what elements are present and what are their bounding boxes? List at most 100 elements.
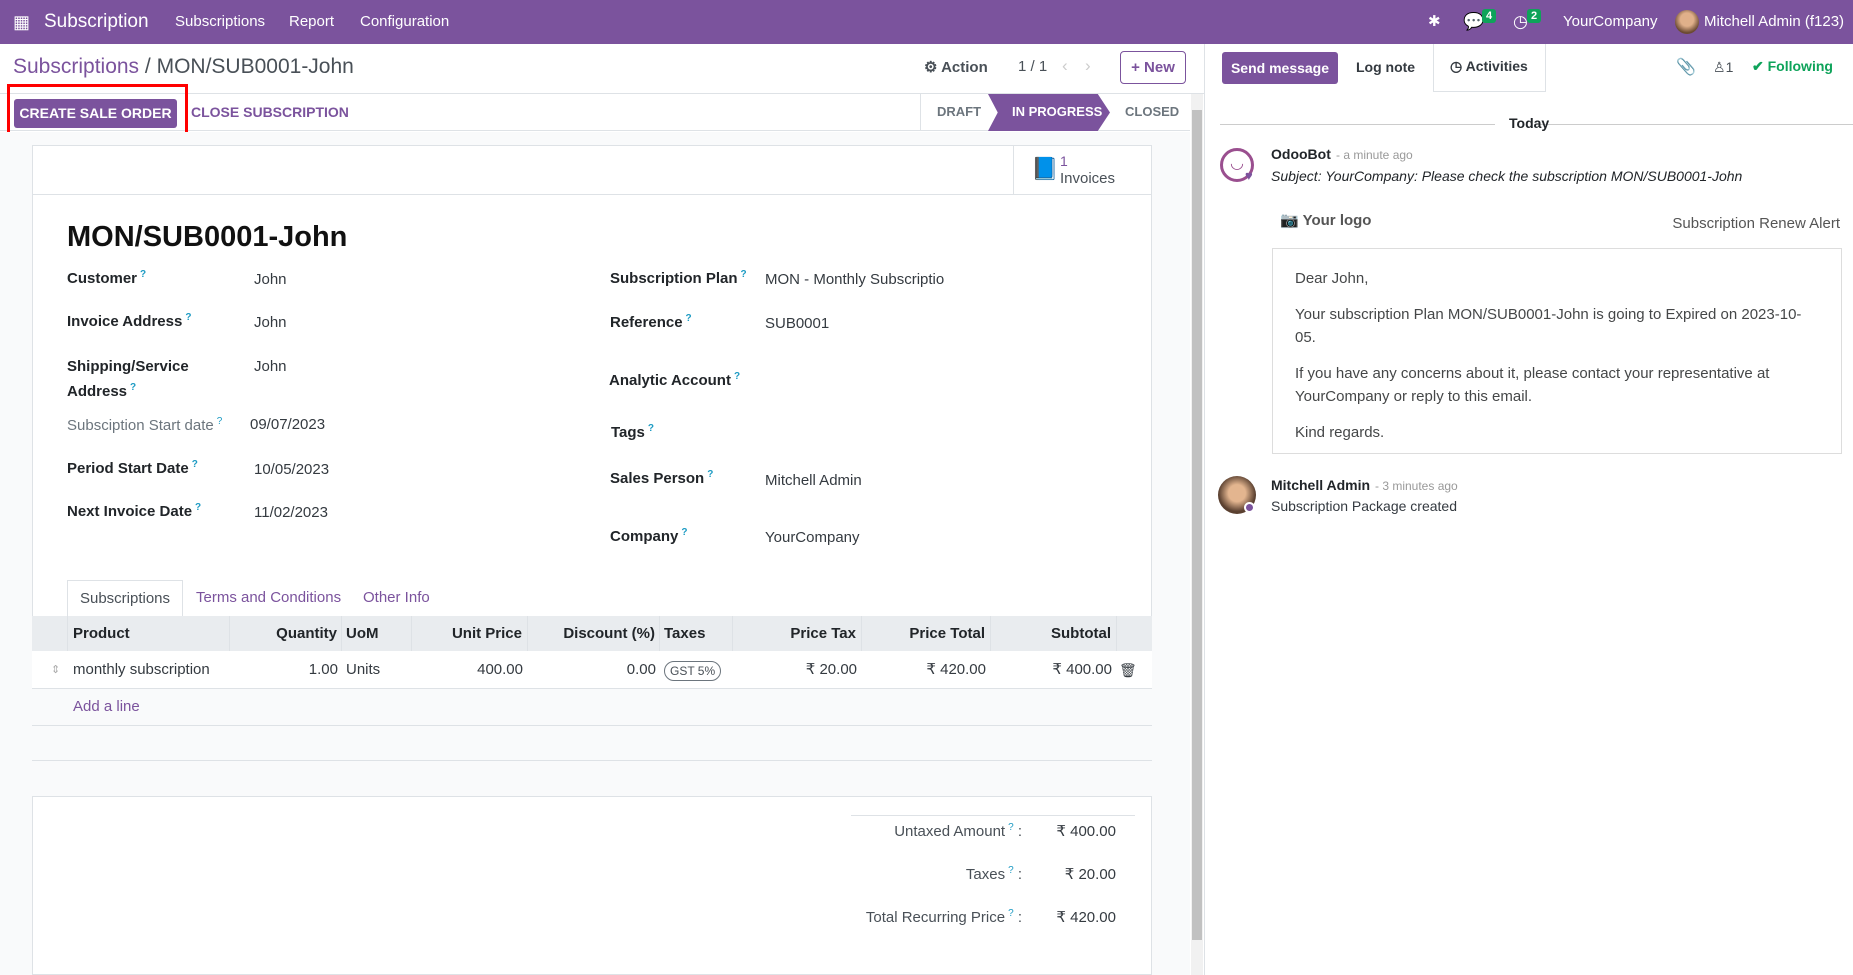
apps-menu-icon[interactable]: ▦ bbox=[13, 12, 31, 32]
gear-icon: ⚙ bbox=[924, 59, 938, 76]
menu-subscriptions[interactable]: Subscriptions bbox=[175, 13, 266, 30]
analytic-account-field[interactable] bbox=[765, 371, 1065, 391]
header-unit-price[interactable]: Unit Price bbox=[412, 616, 528, 651]
new-button[interactable]: + New bbox=[1120, 51, 1186, 84]
pager-next-icon[interactable]: › bbox=[1085, 56, 1091, 75]
cell-uom[interactable]: Units bbox=[346, 661, 381, 678]
header-product[interactable]: Product bbox=[68, 616, 230, 651]
email-paragraph: If you have any concerns about it, pleas… bbox=[1295, 365, 1770, 405]
taxes-label: Taxes? : bbox=[965, 865, 1022, 883]
action-menu[interactable]: ⚙ Action bbox=[924, 58, 988, 76]
followers-button[interactable]: ♙1 bbox=[1713, 59, 1734, 75]
message-time: - a minute ago bbox=[1336, 148, 1413, 162]
invoice-address-field[interactable]: John bbox=[254, 314, 287, 331]
date-divider: Today bbox=[1509, 115, 1550, 131]
send-message-button[interactable]: Send message bbox=[1222, 52, 1338, 84]
user-avatar[interactable] bbox=[1675, 10, 1699, 34]
email-greeting: Dear John, bbox=[1295, 270, 1369, 287]
breadcrumb-current: MON/SUB0001-John bbox=[156, 55, 354, 78]
company-field[interactable]: YourCompany bbox=[765, 529, 860, 546]
totals-divider bbox=[851, 815, 1135, 816]
email-signoff: Kind regards. bbox=[1295, 424, 1385, 441]
close-subscription-button[interactable]: CLOSE SUBSCRIPTION bbox=[191, 104, 349, 120]
invoices-label: Invoices bbox=[1060, 170, 1116, 187]
form-scrollbar[interactable] bbox=[1191, 94, 1203, 975]
book-icon: 📘 bbox=[1031, 156, 1059, 181]
invoice-address-label: Invoice Address? bbox=[67, 312, 192, 330]
scrollbar-thumb[interactable] bbox=[1192, 110, 1202, 940]
cell-discount[interactable]: 0.00 bbox=[626, 661, 656, 678]
trash-icon[interactable]: 🗑 bbox=[1119, 662, 1137, 678]
log-note-button[interactable]: Log note bbox=[1356, 59, 1416, 75]
breadcrumb: Subscriptions / MON/SUB0001-John bbox=[13, 55, 354, 79]
messages-icon[interactable]: 💬 bbox=[1463, 12, 1485, 31]
breadcrumb-parent[interactable]: Subscriptions bbox=[13, 55, 140, 78]
menu-report[interactable]: Report bbox=[289, 13, 335, 30]
date-divider-line bbox=[1220, 124, 1495, 125]
tab-terms-and-conditions[interactable]: Terms and Conditions bbox=[196, 589, 342, 606]
header-taxes[interactable]: Taxes bbox=[660, 616, 733, 651]
heart-icon: ♥ bbox=[1245, 168, 1253, 183]
next-invoice-date-field[interactable]: 11/02/2023 bbox=[254, 504, 328, 521]
tags-field[interactable] bbox=[765, 423, 1065, 443]
following-button[interactable]: ✔ Following bbox=[1752, 58, 1833, 74]
reference-label: Reference? bbox=[610, 313, 692, 331]
record-title: MON/SUB0001-John bbox=[67, 221, 348, 253]
header-price-tax[interactable]: Price Tax bbox=[733, 616, 862, 651]
bug-icon[interactable]: ✱ bbox=[1428, 13, 1441, 30]
period-start-date-field[interactable]: 10/05/2023 bbox=[254, 461, 330, 478]
header-quantity[interactable]: Quantity bbox=[230, 616, 342, 651]
table-row[interactable] bbox=[32, 651, 1152, 689]
stage-in-progress[interactable]: IN PROGRESS bbox=[1012, 104, 1103, 119]
cell-price-total[interactable]: ₹ 420.00 bbox=[926, 661, 986, 678]
add-a-line-link[interactable]: Add a line bbox=[73, 698, 140, 715]
tax-tag[interactable]: GST 5% bbox=[664, 661, 722, 681]
activities-badge: 2 bbox=[1527, 9, 1542, 23]
tab-other-info[interactable]: Other Info bbox=[363, 589, 430, 606]
cell-product[interactable]: monthly subscription bbox=[73, 661, 210, 678]
company-switcher[interactable]: YourCompany bbox=[1563, 13, 1658, 30]
header-uom[interactable]: UoM bbox=[342, 616, 412, 651]
cell-quantity[interactable]: 1.00 bbox=[308, 661, 338, 678]
camera-icon: 📷 bbox=[1280, 212, 1299, 229]
sales-person-field[interactable]: Mitchell Admin bbox=[765, 472, 862, 489]
header-subtotal[interactable]: Subtotal bbox=[991, 616, 1117, 651]
clock-icon: ◷ bbox=[1450, 58, 1463, 74]
next-invoice-date-label: Next Invoice Date? bbox=[67, 502, 202, 520]
pager-previous-icon[interactable]: ‹ bbox=[1062, 56, 1068, 75]
pager-value[interactable]: 1 / 1 bbox=[1018, 58, 1048, 75]
stage-bar: DRAFT IN PROGRESS CLOSED bbox=[920, 94, 1190, 131]
cell-unit-price[interactable]: 400.00 bbox=[477, 661, 523, 678]
header-discount[interactable]: Discount (%) bbox=[528, 616, 660, 651]
invoices-smart-button[interactable]: 📘 1 Invoices bbox=[1013, 145, 1152, 194]
subscription-plan-label: Subscription Plan? bbox=[610, 269, 747, 287]
message-body: Subscription Package created bbox=[1271, 498, 1457, 514]
activity-clock-icon[interactable]: ◷ bbox=[1513, 12, 1528, 31]
subscription-plan-field[interactable]: MON - Monthly Subscriptio bbox=[765, 271, 945, 288]
shipping-address-field[interactable]: John bbox=[254, 358, 287, 375]
message-author[interactable]: OdooBot bbox=[1271, 146, 1331, 162]
tab-subscriptions[interactable]: Subscriptions bbox=[67, 580, 183, 617]
menu-configuration[interactable]: Configuration bbox=[360, 13, 450, 30]
invoices-count: 1 bbox=[1060, 153, 1068, 169]
date-divider-line bbox=[1540, 124, 1853, 125]
activities-button[interactable]: ◷ Activities bbox=[1433, 44, 1546, 92]
cell-subtotal[interactable]: ₹ 400.00 bbox=[1052, 661, 1112, 678]
cell-price-tax[interactable]: ₹ 20.00 bbox=[805, 661, 857, 678]
paperclip-icon[interactable]: 📎 bbox=[1676, 59, 1696, 76]
user-menu[interactable]: Mitchell Admin (f123) bbox=[1704, 13, 1845, 30]
message-author[interactable]: Mitchell Admin bbox=[1271, 477, 1371, 493]
header-price-total[interactable]: Price Total bbox=[862, 616, 991, 651]
table-footer bbox=[32, 689, 1152, 797]
reference-field[interactable]: SUB0001 bbox=[765, 315, 830, 332]
create-sale-order-button[interactable]: CREATE SALE ORDER bbox=[14, 99, 177, 128]
your-logo: 📷 Your logo bbox=[1280, 212, 1372, 229]
app-name[interactable]: Subscription bbox=[44, 11, 149, 32]
stage-closed[interactable]: CLOSED bbox=[1125, 104, 1180, 119]
subscription-start-date-field[interactable]: 09/07/2023 bbox=[250, 416, 326, 433]
drag-handle-icon[interactable]: ⇕ bbox=[51, 664, 61, 676]
email-body: Dear John, Your subscription Plan MON/SU… bbox=[1272, 248, 1842, 454]
stage-draft[interactable]: DRAFT bbox=[937, 104, 982, 119]
customer-field[interactable]: John bbox=[254, 271, 287, 288]
top-navbar: ▦ Subscription Subscriptions Report Conf… bbox=[0, 0, 1853, 44]
